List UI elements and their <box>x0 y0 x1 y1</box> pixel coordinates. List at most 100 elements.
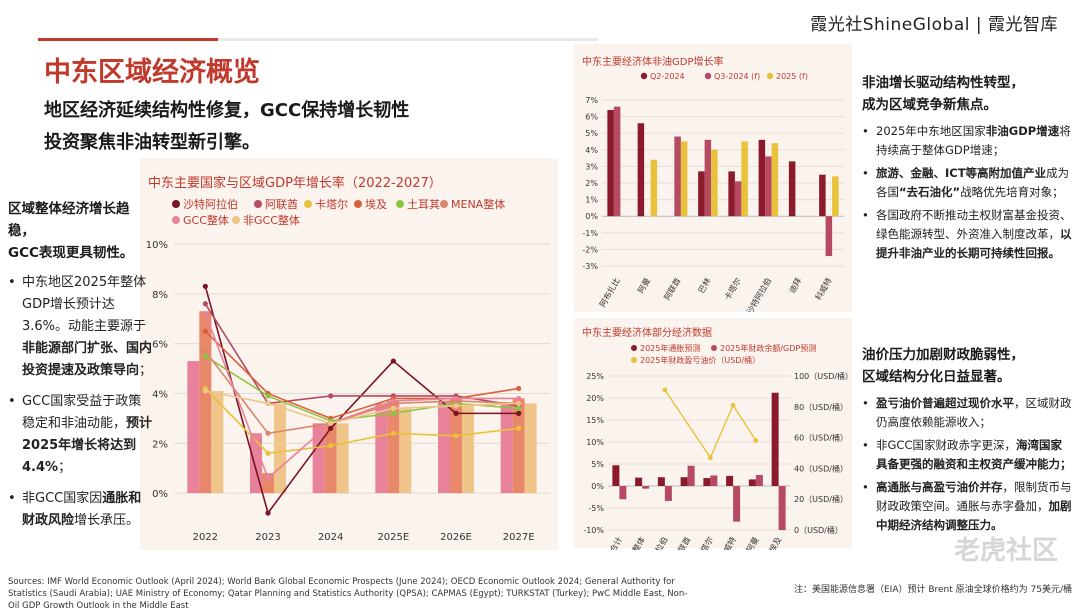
bar <box>726 475 734 486</box>
y-tick-label: 2% <box>585 179 598 188</box>
bar <box>733 486 741 522</box>
right2-heading-1: 油价压力加剧财政脆弱性， <box>862 347 1024 363</box>
bar <box>758 139 766 217</box>
right2-bullet-3-text: ，限制货币与财政政策空间。通胀与赤字叠加， <box>876 480 1072 513</box>
bar <box>771 392 779 486</box>
bar <box>500 403 513 494</box>
main-chart: 沙特阿拉伯 阿联酋 卡塔尔 埃及 土耳其 MENA整体 GCC整体 非GCC整体 0% 2% 4% 6… <box>146 197 550 543</box>
left-bullet-3-end: 增长承压。 <box>74 513 140 528</box>
title-underline <box>38 38 598 41</box>
y-tick-label: 8% <box>152 290 168 301</box>
bar <box>748 479 756 486</box>
bar <box>765 156 772 217</box>
bar <box>211 390 224 494</box>
right2-bullet-1: 盈亏油价普遍超过现价水平，区域财政仍高度依赖能源收入； <box>862 394 1072 432</box>
x-tick-label: 2023 <box>255 532 280 543</box>
bar <box>674 136 681 217</box>
x-tick-label: 卡塔尔 <box>722 276 743 302</box>
right1-bullet-1-bold: 非油GDP增速 <box>985 124 1060 138</box>
bar <box>607 109 614 217</box>
line-point <box>707 455 713 461</box>
y-tick-label: -5% <box>588 504 604 513</box>
line-point <box>662 387 668 393</box>
left-bullet-2-bold: 预计2025年增长将达到4.4% <box>22 416 153 475</box>
x-tick-label: 巴林 <box>696 276 713 295</box>
bar <box>612 465 620 486</box>
nonoil-chart: Q2-2024 Q3-2024 (f) 2025 (f) -3% -2% -1% 0% 1% 2… <box>582 72 844 312</box>
right-notes-2: 油价压力加剧财政脆弱性， 区域结构分化日益显著。 盈亏油价普遍超过现价水平，区域… <box>862 344 1072 539</box>
bar <box>680 477 688 486</box>
legend-label: GCC整体 <box>183 213 229 227</box>
fiscal-chart: 2025年通胀预测 2025年财政余额/GDP预测 2025年财政盈亏油价（USD/… <box>583 343 852 551</box>
legend-label: 2025年财政余额/GDP预测 <box>720 343 816 353</box>
bar <box>512 398 525 494</box>
series-line <box>204 350 519 435</box>
right1-bullet-3-bold: 以提升非油产业的长期可持续性回报。 <box>876 227 1072 260</box>
legend-label: 沙特阿拉伯 <box>183 197 238 211</box>
y-tick-label: 0% <box>591 482 604 491</box>
right2-bullet-3: 高通胀与高盈亏油价并存，限制货币与财政政策空间。通胀与赤字叠加，加剧中期经济结构… <box>862 478 1072 535</box>
y2-tick-label: 20（USD/桶） <box>794 494 848 504</box>
legend-marker <box>396 200 404 208</box>
line-point <box>202 348 208 354</box>
line-point <box>265 400 271 407</box>
bar <box>650 159 658 217</box>
line-point <box>390 398 396 404</box>
y-tick-label: 10% <box>146 240 168 251</box>
y-tick-label: -3% <box>582 262 598 271</box>
bar <box>680 141 688 217</box>
main-chart-title: 中东主要国家与区域GDP年增长率（2022-2027） <box>148 176 442 191</box>
y-tick-label: 2% <box>152 439 168 450</box>
legend-label: 卡塔尔 <box>315 198 348 211</box>
line-point <box>202 328 208 334</box>
right1-bullet-2: 旅游、金融、ICT等高附加值产业成为各国“去石油化”战略优先培育对象； <box>862 164 1072 202</box>
left-notes: 区域整体经济增长趋稳， GCC表现更具韧性。 中东地区2025年整体GDP增长预… <box>8 198 153 541</box>
bar <box>711 149 718 217</box>
right2-heading-2: 区域结构分化日益显著。 <box>862 369 1011 385</box>
line-point <box>453 410 459 416</box>
x-tick-label: 阿联酋 <box>672 535 693 550</box>
x-tick-label: 阿曼 <box>745 536 761 551</box>
bar <box>734 181 742 217</box>
bar <box>698 171 705 217</box>
legend-marker <box>172 216 180 224</box>
y-tick-label: 5% <box>591 460 604 469</box>
line-point <box>265 430 271 436</box>
series-line <box>204 303 519 407</box>
legend-label: 土耳其 <box>407 198 440 211</box>
bar <box>462 405 474 494</box>
left-bullet-2-end: ； <box>58 460 72 475</box>
left-bullet-3-text: 非GCC国家因 <box>22 491 103 506</box>
bar <box>710 475 718 486</box>
y-tick-label: 6% <box>585 113 598 122</box>
legend-marker <box>711 345 717 351</box>
bar <box>637 123 645 217</box>
left-bullet-1-bold: 非能源部门扩张、国内投资提速及政策导向 <box>22 341 153 378</box>
legend-marker <box>631 357 637 363</box>
series-line <box>204 286 519 515</box>
series-line <box>204 313 519 480</box>
legend-label: 2025年通胀预测 <box>640 343 700 353</box>
line-point <box>390 430 396 436</box>
line-point <box>453 403 459 409</box>
bar <box>450 398 462 494</box>
right2-bullet-3-bold: 高通胀与高盈亏油价并存 <box>876 480 1003 494</box>
line-point <box>328 420 334 426</box>
bar <box>262 473 274 494</box>
y2-tick-label: 100（USD/桶） <box>794 371 852 381</box>
left-bullet-3-bold: 通胀和财政风险 <box>22 491 142 528</box>
bar <box>664 486 672 501</box>
y2-tick-label: 0（USD/桶） <box>794 525 843 535</box>
left-bullet-1-end: ； <box>139 363 153 378</box>
y-tick-label: 7% <box>585 96 598 105</box>
x-tick-label: 2026E <box>440 532 472 543</box>
line-point <box>328 425 334 431</box>
line-point <box>753 438 759 444</box>
left-bullet-2-text: GCC国家受益于政策稳定和非油动能， <box>22 394 142 431</box>
line-point <box>265 450 271 456</box>
right1-bullet-2-end: 战略优先培育对象； <box>960 185 1064 199</box>
nonoil-chart-title: 中东主要经济体非油GDP增长率 <box>582 57 724 68</box>
legend-label: MENA整体 <box>451 197 505 211</box>
bar <box>788 161 796 217</box>
right1-bullet-2-text: 成为各国 <box>876 166 1070 199</box>
